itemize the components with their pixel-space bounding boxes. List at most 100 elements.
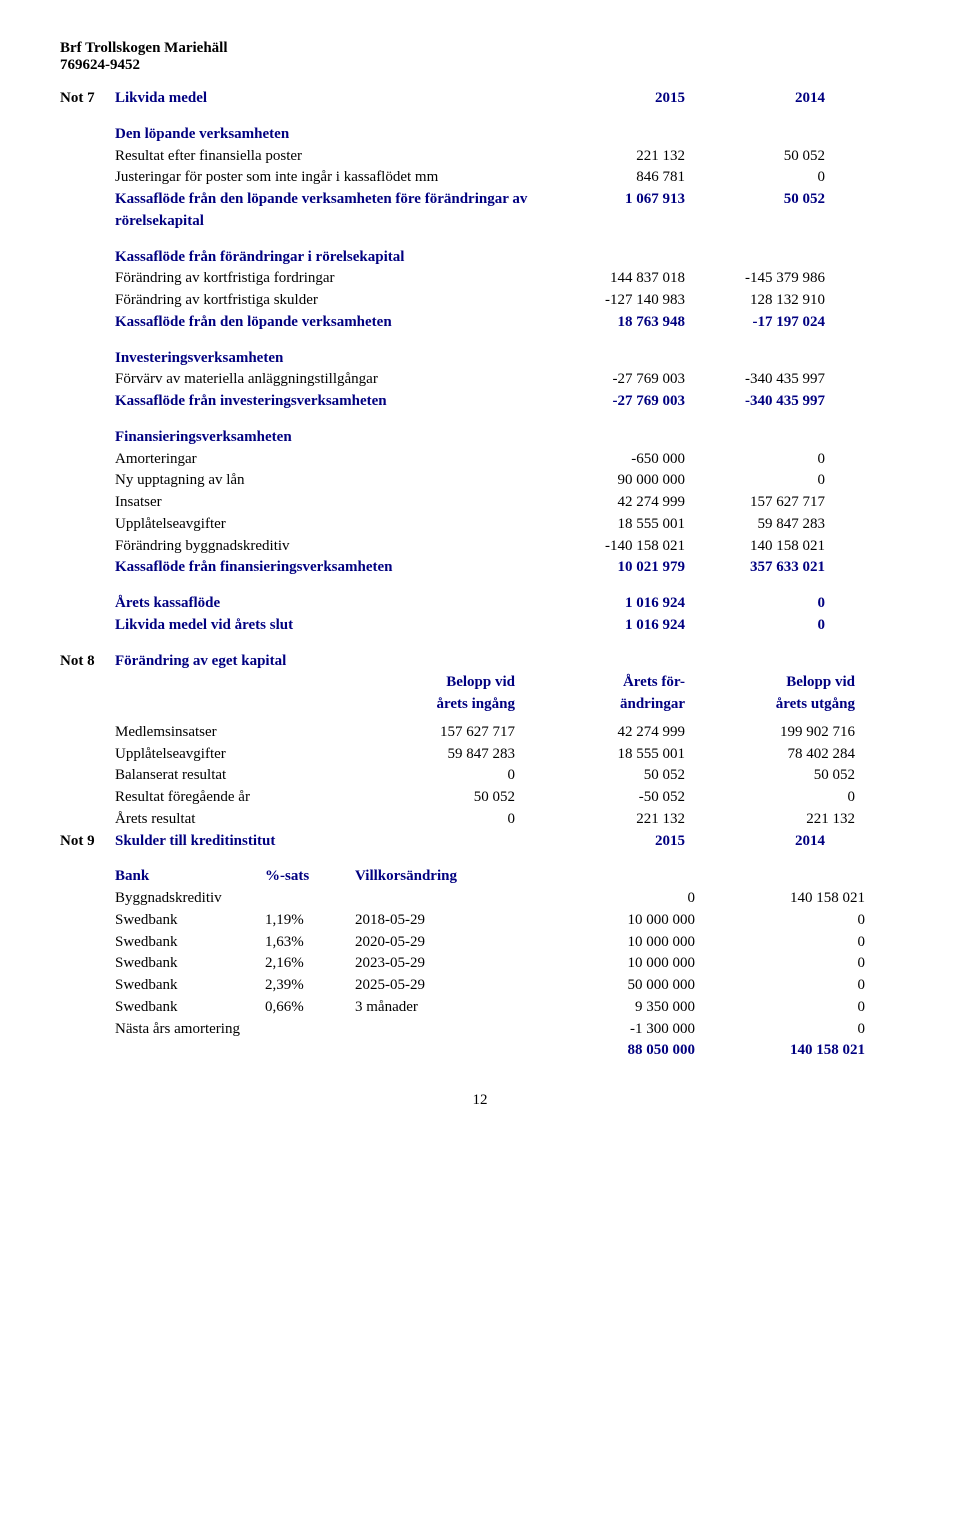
row-val-b: 0 — [685, 167, 825, 189]
bank-val-b: 0 — [695, 997, 865, 1019]
final-label: Årets kassaflöde — [115, 593, 545, 615]
row-val-a: 221 132 — [545, 146, 685, 168]
not7-year-a: 2015 — [545, 88, 685, 110]
row-label: Resultat efter finansiella poster — [115, 146, 545, 168]
bank-val-a: 10 000 000 — [525, 932, 695, 954]
not8-title: Förändring av eget kapital — [115, 651, 545, 673]
row-val-a: -140 158 021 — [545, 536, 685, 558]
not7-final-2: Likvida medel vid årets slut 1 016 924 0 — [60, 615, 900, 637]
row-val-b: 0 — [685, 470, 825, 492]
col-pct: %-sats — [265, 866, 355, 888]
bank-val-b: 0 — [695, 910, 865, 932]
not8-h3a: Belopp vid — [685, 672, 855, 694]
not7-row: Förvärv av materiella anläggningstillgån… — [60, 369, 900, 391]
row-val-a: -27 769 003 — [545, 369, 685, 391]
bank-vill: 2020-05-29 — [355, 932, 525, 954]
not7-row: Insatser 42 274 999 157 627 717 — [60, 492, 900, 514]
row-val-b: 0 — [685, 449, 825, 471]
not9-row: Swedbank 2,16% 2023-05-29 10 000 000 0 — [60, 953, 900, 975]
row-val-b: 50 052 — [515, 765, 685, 787]
not7-subtotal-2: Kassaflöde från den löpande verksamheten… — [60, 312, 900, 334]
bank-val-a: 0 — [525, 888, 695, 910]
not7-row: Förändring byggnadskreditiv -140 158 021… — [60, 536, 900, 558]
bank-name: Nästa års amortering — [115, 1019, 355, 1041]
bank-vill: 2018-05-29 — [355, 910, 525, 932]
bank-pct: 2,16% — [265, 953, 355, 975]
not9-row: Byggnadskreditiv 0 140 158 021 — [60, 888, 900, 910]
bank-name: Swedbank — [115, 953, 265, 975]
bank-val-a: 10 000 000 — [525, 910, 695, 932]
final-val-b: 0 — [685, 615, 825, 637]
not9-row: Swedbank 1,63% 2020-05-29 10 000 000 0 — [60, 932, 900, 954]
not8-h1b: årets ingång — [345, 694, 515, 716]
not7-title: Likvida medel — [115, 88, 545, 110]
row-label: Medlemsinsatser — [115, 722, 345, 744]
subtotal-label: Kassaflöde från den löpande verksamheten… — [115, 189, 545, 233]
not7-s2-title: Kassaflöde från förändringar i rörelseka… — [115, 247, 545, 269]
not9-row: Swedbank 1,19% 2018-05-29 10 000 000 0 — [60, 910, 900, 932]
page-number: 12 — [60, 1092, 900, 1109]
final-label: Likvida medel vid årets slut — [115, 615, 545, 637]
not8-h1a: Belopp vid — [345, 672, 515, 694]
not8-row: Medlemsinsatser 157 627 717 42 274 999 1… — [60, 722, 900, 744]
bank-val-b: 0 — [695, 975, 865, 997]
final-val-a: 1 016 924 — [545, 615, 685, 637]
bank-name: Byggnadskreditiv — [115, 888, 265, 910]
row-val-b: -145 379 986 — [685, 268, 825, 290]
not7-subtotal-3: Kassaflöde från investeringsverksamheten… — [60, 391, 900, 413]
row-val-a: -650 000 — [545, 449, 685, 471]
bank-name: Swedbank — [115, 975, 265, 997]
not7-row: Förändring av kortfristiga fordringar 14… — [60, 268, 900, 290]
row-val-a: 144 837 018 — [545, 268, 685, 290]
row-val-a: 90 000 000 — [545, 470, 685, 492]
row-label: Ny upptagning av lån — [115, 470, 545, 492]
not7-s1-title: Den löpande verksamheten — [115, 124, 545, 146]
row-val-b: 18 555 001 — [515, 744, 685, 766]
subtotal-label: Kassaflöde från investeringsverksamheten — [115, 391, 545, 413]
total-val-a: 88 050 000 — [525, 1040, 695, 1062]
not7-s3-title: Investeringsverksamheten — [115, 348, 545, 370]
not7-row: Amorteringar -650 000 0 — [60, 449, 900, 471]
not9-columns: Bank %-sats Villkorsändring — [60, 866, 900, 888]
bank-val-b: 0 — [695, 932, 865, 954]
row-label: Insatser — [115, 492, 545, 514]
row-label: Resultat föregående år — [115, 787, 345, 809]
row-val-a: -127 140 983 — [545, 290, 685, 312]
row-val-b: 140 158 021 — [685, 536, 825, 558]
not8-row: Upplåtelseavgifter 59 847 283 18 555 001… — [60, 744, 900, 766]
not7-row: Ny upptagning av lån 90 000 000 0 — [60, 470, 900, 492]
bank-vill: 2025-05-29 — [355, 975, 525, 997]
subtotal-val-b: 357 633 021 — [685, 557, 825, 579]
not7-row: Resultat efter finansiella poster 221 13… — [60, 146, 900, 168]
not7-row: Förändring av kortfristiga skulder -127 … — [60, 290, 900, 312]
not9-total: 88 050 000 140 158 021 — [60, 1040, 900, 1062]
not8-row: Balanserat resultat 0 50 052 50 052 — [60, 765, 900, 787]
row-label: Årets resultat — [115, 809, 345, 831]
bank-pct: 2,39% — [265, 975, 355, 997]
row-val-a: 18 555 001 — [545, 514, 685, 536]
subtotal-label: Kassaflöde från den löpande verksamheten — [115, 312, 545, 334]
not9-row: Nästa års amortering -1 300 000 0 — [60, 1019, 900, 1041]
org-name: Brf Trollskogen Mariehäll — [60, 40, 900, 57]
row-val-b: 59 847 283 — [685, 514, 825, 536]
row-val-a: 846 781 — [545, 167, 685, 189]
subtotal-val-b: 50 052 — [685, 189, 825, 211]
not7-subtotal-4: Kassaflöde från finansieringsverksamhete… — [60, 557, 900, 579]
not7-header-row: Not 7 Likvida medel 2015 2014 — [60, 88, 900, 110]
row-val-c: 199 902 716 — [685, 722, 855, 744]
bank-pct: 1,19% — [265, 910, 355, 932]
not7-note-label: Not 7 — [60, 88, 115, 110]
row-val-b: 128 132 910 — [685, 290, 825, 312]
row-val-a: 42 274 999 — [545, 492, 685, 514]
col-bank: Bank — [115, 866, 265, 888]
final-val-a: 1 016 924 — [545, 593, 685, 615]
row-val-a: 0 — [345, 765, 515, 787]
bank-name: Swedbank — [115, 932, 265, 954]
subtotal-val-a: -27 769 003 — [545, 391, 685, 413]
not9-note-label: Not 9 — [60, 831, 115, 853]
bank-val-a: 9 350 000 — [525, 997, 695, 1019]
not7-subtotal-1: Kassaflöde från den löpande verksamheten… — [60, 189, 900, 233]
row-val-b: 50 052 — [685, 146, 825, 168]
bank-pct: 1,63% — [265, 932, 355, 954]
row-val-b: -50 052 — [515, 787, 685, 809]
